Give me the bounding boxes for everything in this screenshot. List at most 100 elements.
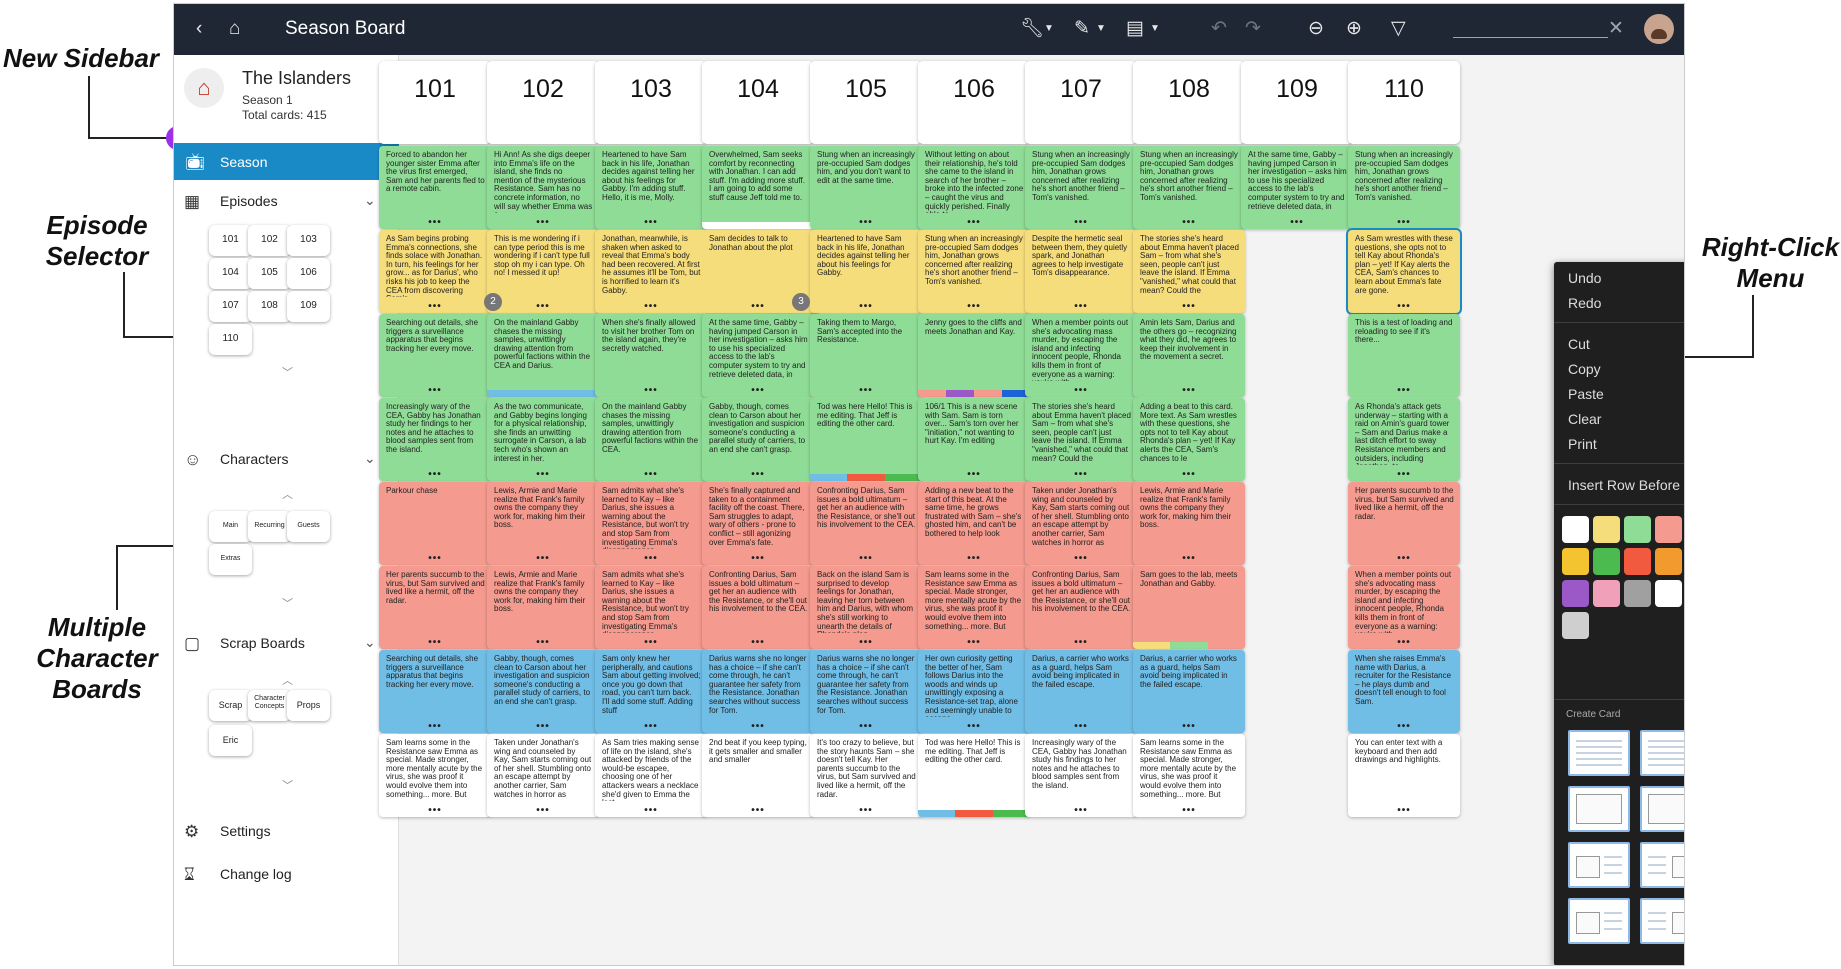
more-icon[interactable]: ••• [859, 217, 873, 228]
story-card[interactable]: Searching out details, she triggers a su… [379, 650, 491, 733]
episode-pill[interactable]: 105 [248, 258, 291, 289]
story-card[interactable]: The stories she's heard about Emma haven… [1133, 230, 1245, 313]
story-card[interactable]: Darius, a carrier who works as a guard, … [1025, 650, 1137, 733]
chevron-down-icon[interactable]: ▼ [1096, 23, 1106, 34]
color-swatch[interactable] [1624, 548, 1651, 575]
story-card[interactable]: Her parents succumb to the virus, but Sa… [379, 566, 491, 649]
story-card[interactable]: Adding a beat to this card. More text. A… [1133, 398, 1245, 481]
story-card[interactable]: Parkour chase ••• [379, 482, 491, 565]
story-card[interactable]: Heartened to have Sam back in his life, … [810, 230, 922, 313]
card-template-text[interactable] [1640, 730, 1684, 776]
scrap-board-pill[interactable]: Props [287, 690, 330, 721]
story-card[interactable]: Confronting Darius, Sam issues a bold ul… [1025, 566, 1137, 649]
more-icon[interactable]: ••• [967, 553, 981, 564]
episode-column-header[interactable]: 107 [1025, 61, 1137, 144]
redo-icon[interactable]: ↷ [1245, 18, 1261, 39]
more-icon[interactable]: ••• [1182, 385, 1196, 396]
more-icon[interactable]: ••• [644, 217, 658, 228]
color-swatch[interactable] [1593, 516, 1620, 543]
more-icon[interactable]: ••• [1182, 805, 1196, 816]
story-card[interactable]: Increasingly wary of the CEA, Gabby has … [1025, 734, 1137, 817]
episode-pill[interactable]: 109 [287, 291, 330, 322]
sidebar-item-change-log[interactable]: ⌛︎ Change log [174, 859, 399, 889]
story-card[interactable]: Back on the island Sam is surprised to d… [810, 566, 922, 649]
story-card[interactable]: When a member points out she's advocatin… [1348, 566, 1460, 649]
more-icon[interactable]: ••• [1182, 721, 1196, 732]
story-card[interactable]: Heartened to have Sam back in his life, … [595, 146, 707, 229]
avatar[interactable] [1644, 14, 1674, 44]
more-icon[interactable]: ••• [859, 553, 873, 564]
character-board-pill[interactable]: Recurring [248, 511, 291, 542]
story-card[interactable]: Confronting Darius, Sam issues a bold ul… [810, 482, 922, 565]
color-swatch[interactable] [1562, 580, 1589, 607]
scroll-down-icon[interactable]: ﹀ [282, 780, 293, 792]
more-icon[interactable]: ••• [751, 385, 765, 396]
more-icon[interactable]: ••• [1182, 469, 1196, 480]
card-template-image[interactable] [1568, 786, 1630, 832]
story-card[interactable]: Gabby, though, comes clean to Carson abo… [702, 398, 814, 481]
story-card[interactable]: Tod was here Hello! This is me editing. … [918, 734, 1030, 817]
menu-item-clear[interactable]: Clear [1568, 411, 1602, 427]
more-icon[interactable]: ••• [967, 301, 981, 312]
story-card[interactable]: Stung when an increasingly pre-occupied … [1348, 146, 1460, 229]
filter-icon[interactable]: ▽ [1391, 18, 1406, 39]
story-card[interactable]: Confronting Darius, Sam issues a bold ul… [702, 566, 814, 649]
more-icon[interactable]: ••• [751, 637, 765, 648]
story-card[interactable]: Jonathan, meanwhile, is shaken when aske… [595, 230, 707, 313]
more-icon[interactable]: ••• [1182, 553, 1196, 564]
more-icon[interactable]: ••• [859, 301, 873, 312]
character-board-pill[interactable]: Main [209, 511, 252, 542]
story-card[interactable]: Without letting on about their relations… [918, 146, 1030, 229]
more-icon[interactable]: ••• [428, 469, 442, 480]
pencil-icon[interactable]: ✎ [1074, 18, 1090, 39]
story-card[interactable]: Darius warns she no longer has a choice … [810, 650, 922, 733]
more-icon[interactable]: ••• [536, 721, 550, 732]
chevron-down-icon[interactable]: ⌄ [364, 634, 376, 650]
story-card[interactable]: Darius, a carrier who works as a guard, … [1133, 650, 1245, 733]
color-swatch[interactable] [1593, 580, 1620, 607]
story-card[interactable]: As Sam tries making sense of life on the… [595, 734, 707, 817]
story-card[interactable]: Amin lets Sam, Darius and the others go … [1133, 314, 1245, 397]
more-icon[interactable]: ••• [967, 637, 981, 648]
more-icon[interactable]: ••• [967, 217, 981, 228]
more-icon[interactable]: ••• [1182, 217, 1196, 228]
story-card[interactable]: At the same time, Gabby – having jumped … [702, 314, 814, 397]
story-card[interactable]: As Rhonda's attack gets underway – start… [1348, 398, 1460, 481]
episode-column-header[interactable]: 110 [1348, 61, 1460, 144]
sidebar-section-episodes[interactable]: ▦ Episodes ⌄ [174, 186, 399, 216]
scroll-up-icon[interactable]: ︿ [282, 489, 293, 501]
episode-column-header[interactable]: 105 [810, 61, 922, 144]
more-icon[interactable]: ••• [1074, 469, 1088, 480]
more-icon[interactable]: ••• [536, 805, 550, 816]
zoom-out-icon[interactable]: ⊖ [1308, 18, 1324, 39]
more-icon[interactable]: ••• [1397, 385, 1411, 396]
story-card[interactable]: 106/1 This is a new scene with Sam. Sam … [918, 398, 1030, 481]
story-card[interactable]: As Sam wrestles with these questions, sh… [1346, 228, 1462, 315]
more-icon[interactable]: ••• [1074, 385, 1088, 396]
episode-column-header[interactable]: 106 [918, 61, 1030, 144]
more-icon[interactable]: ••• [751, 469, 765, 480]
scrap-board-pill[interactable]: Character Concepts [248, 690, 291, 721]
more-icon[interactable]: ••• [428, 301, 442, 312]
episode-pill[interactable]: 110 [209, 324, 252, 355]
more-icon[interactable]: ••• [1397, 301, 1411, 312]
story-card[interactable]: Lewis, Armie and Marie realize that Fran… [487, 482, 599, 565]
story-card[interactable]: Stung when an increasingly pre-occupied … [918, 230, 1030, 313]
scrap-board-pill[interactable]: Eric [209, 725, 252, 756]
episode-pill[interactable]: 107 [209, 291, 252, 322]
color-swatch[interactable] [1655, 548, 1682, 575]
more-icon[interactable]: ••• [536, 553, 550, 564]
scrap-board-pill[interactable]: Scrap [209, 690, 252, 721]
story-card[interactable]: Sam goes to the lab, meets Jonathan and … [1133, 566, 1245, 649]
more-icon[interactable]: ••• [536, 637, 550, 648]
more-icon[interactable]: ••• [1074, 301, 1088, 312]
card-template-image[interactable] [1640, 786, 1684, 832]
story-card[interactable]: Gabby, though, comes clean to Carson abo… [487, 650, 599, 733]
story-card[interactable]: You can enter text with a keyboard and t… [1348, 734, 1460, 817]
more-icon[interactable]: ••• [859, 805, 873, 816]
scroll-up-icon[interactable]: ︿ [282, 675, 293, 687]
episode-column-header[interactable]: 108 [1133, 61, 1245, 144]
back-icon[interactable]: ‹ [196, 18, 203, 39]
story-card[interactable]: It's too crazy to believe, but the story… [810, 734, 922, 817]
wrench-icon[interactable]: 🔧︎ [1020, 18, 1045, 39]
